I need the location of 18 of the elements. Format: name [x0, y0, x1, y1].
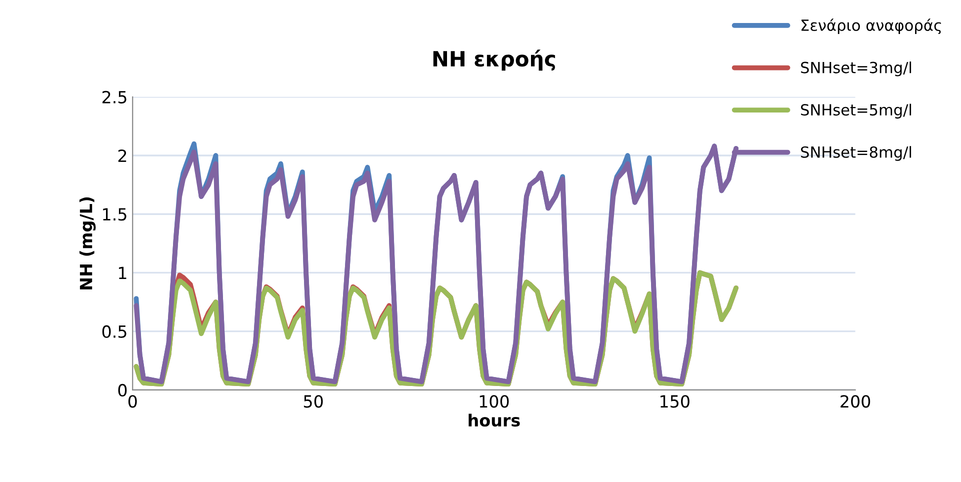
y-tick-label: 1	[118, 266, 126, 280]
y-tick-label: 0.5	[102, 325, 126, 338]
legend-label: SNHset=5mg/l	[801, 104, 912, 119]
x-tick-label: 50	[304, 395, 323, 408]
legend-label: SNHset=3mg/l	[801, 62, 912, 76]
x-tick-label: 100	[480, 395, 509, 408]
legend-label: Σενάριο αναφοράς	[802, 18, 941, 34]
x-tick-label: 150	[660, 395, 690, 408]
y-tick-label: 2.5	[102, 90, 126, 104]
y-axis-title: NH (mg/L)	[79, 197, 96, 290]
x-tick-label: 0	[128, 395, 137, 408]
y-tick-label: 2	[118, 149, 126, 162]
x-tick-label: 200	[840, 395, 870, 408]
x-axis-title: hours	[468, 414, 520, 427]
y-tick-label: 1.5	[103, 208, 126, 221]
y-tick-label: 0	[118, 384, 127, 397]
chart-title: NH εκροής	[433, 50, 556, 71]
legend-label: SNHset=8mg/l	[801, 146, 912, 161]
